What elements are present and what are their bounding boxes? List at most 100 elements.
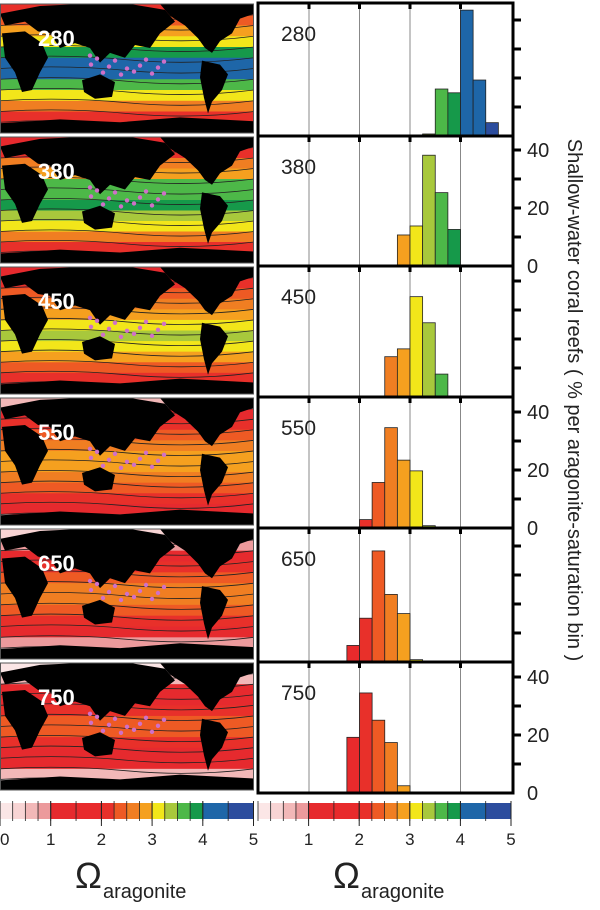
- colorbar-segment: [139, 803, 153, 819]
- histogram-bar: [384, 742, 398, 794]
- reef-marker: [106, 326, 112, 331]
- colorbar-segment: [308, 803, 334, 819]
- reef-marker: [100, 595, 106, 601]
- scenario-label: 380: [281, 156, 316, 179]
- reef-marker: [131, 201, 137, 206]
- reef-marker: [100, 332, 106, 337]
- reef-marker: [88, 62, 94, 67]
- colorbar-segment: [485, 803, 511, 819]
- x-tick-label: 0: [0, 830, 9, 849]
- histogram-panel-650: 650: [256, 526, 521, 664]
- colorbar-segment: [422, 803, 436, 819]
- reef-marker: [131, 331, 137, 336]
- y-tick-label: 20: [527, 460, 549, 482]
- reef-marker: [155, 590, 161, 596]
- map-band: [0, 715, 254, 727]
- map-band: [0, 594, 254, 606]
- map-scenario-label: 750: [38, 685, 75, 710]
- colorbar-segment: [101, 803, 115, 819]
- reef-marker: [106, 589, 112, 595]
- reef-marker: [118, 730, 124, 735]
- omega-subscript: aragonite: [103, 881, 186, 903]
- y-tick-label: 0: [527, 256, 538, 278]
- map-band: [0, 372, 254, 384]
- maps-column: 280 380 450 550 650 750: [0, 3, 255, 791]
- colorbar-segment: [409, 803, 423, 819]
- contour-line: [0, 370, 255, 378]
- x-tick-label: 1: [304, 830, 313, 849]
- map-band: [0, 615, 254, 627]
- reef-marker: [131, 727, 137, 732]
- colorbar-segment: [397, 803, 410, 819]
- colorbar-segment: [371, 803, 385, 819]
- contour-line: [0, 240, 255, 247]
- scenario-label: 450: [281, 286, 316, 309]
- map-band: [0, 210, 254, 222]
- colorbar-segment: [359, 803, 372, 819]
- x-tick-label: 4: [456, 830, 465, 849]
- reef-marker: [124, 724, 130, 729]
- colorbar-segment: [0, 803, 13, 819]
- colorbar-segment: [177, 803, 191, 819]
- colorbar-segment: [25, 803, 39, 819]
- map-band: [0, 758, 254, 770]
- colorbar-segment: [228, 803, 254, 819]
- histogram-bar: [409, 225, 424, 267]
- reef-marker: [143, 582, 149, 588]
- reef-marker: [94, 581, 100, 587]
- map-band: [0, 200, 254, 211]
- colorbar-segment: [270, 803, 284, 819]
- map-band: [0, 111, 254, 123]
- x-tick-label: 2: [97, 830, 106, 849]
- colorbar-segment: [333, 803, 360, 819]
- reef-marker: [87, 315, 93, 320]
- omega-subscript: aragonite: [361, 881, 444, 903]
- reef-marker: [94, 318, 100, 323]
- colorbar-segment: [12, 803, 26, 819]
- scenario-label: 750: [281, 682, 316, 705]
- reef-marker: [124, 591, 130, 597]
- omega-symbol: Ω: [75, 855, 102, 896]
- contour-line: [0, 635, 255, 643]
- histogram-bar: [409, 470, 424, 529]
- contour-line: [0, 501, 255, 509]
- reef-marker: [143, 715, 149, 720]
- colorbar-segment: [126, 803, 140, 819]
- contour-line: [0, 624, 255, 632]
- y-tick-label: 0: [527, 783, 538, 805]
- reef-marker: [118, 465, 124, 470]
- map-band: [0, 637, 254, 649]
- x-tick-label: 5: [249, 830, 258, 849]
- map-band: [0, 189, 254, 201]
- histogram-bar: [346, 645, 360, 663]
- reef-marker: [88, 194, 94, 199]
- map-band: [0, 726, 254, 738]
- histogram-bar: [359, 692, 373, 794]
- map-band: [0, 57, 254, 69]
- histogram-panel-550: 0 20 40 550: [256, 395, 549, 540]
- map-panel-380: 380: [0, 136, 255, 264]
- colorbar-segment: [283, 803, 296, 819]
- reef-marker: [149, 464, 155, 469]
- map-band: [0, 362, 254, 374]
- contour-line: [0, 766, 255, 774]
- y-tick-label: 40: [527, 140, 549, 162]
- histogram-bar: [447, 229, 461, 267]
- reef-marker: [143, 57, 149, 62]
- histogram-panel-750: 0 20 40 750: [256, 660, 549, 805]
- colorbars: 0 1 2 3 4 5 1 2 3 4 5: [0, 801, 516, 849]
- reef-marker: [161, 452, 167, 457]
- map-band: [0, 79, 254, 91]
- reef-marker: [118, 597, 124, 603]
- reef-marker: [87, 446, 93, 451]
- histogram-bar: [384, 594, 398, 663]
- reef-marker: [161, 584, 167, 590]
- histogram-bar: [346, 736, 360, 794]
- x-tick-label: 4: [198, 830, 207, 849]
- map-band: [0, 737, 254, 749]
- reef-marker: [155, 458, 161, 463]
- y-tick-label: 40: [527, 402, 549, 424]
- reef-marker: [106, 457, 112, 462]
- reef-marker: [137, 195, 143, 200]
- map-border: [0, 136, 254, 264]
